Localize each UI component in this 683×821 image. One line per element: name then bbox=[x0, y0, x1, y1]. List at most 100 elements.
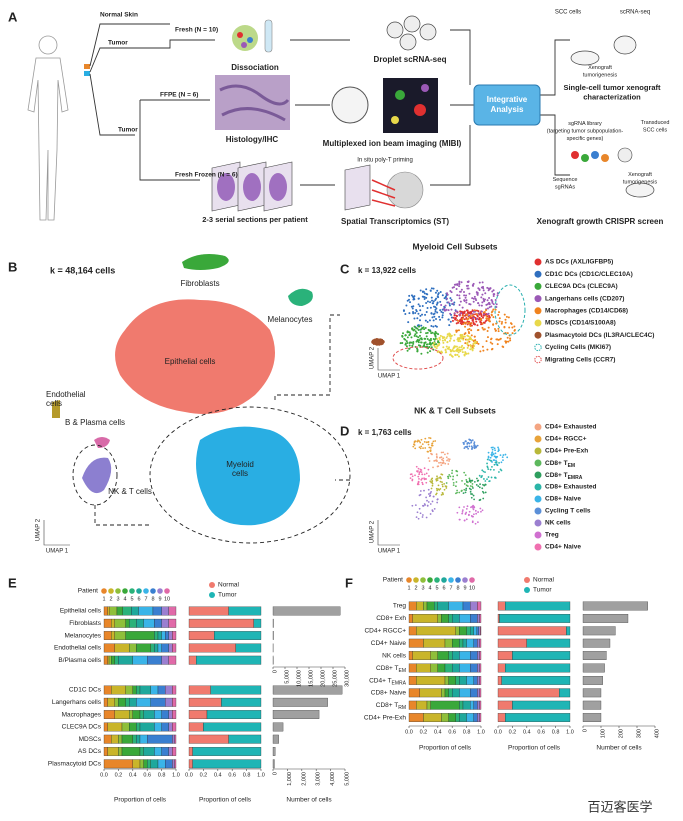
cell-dot bbox=[433, 508, 436, 510]
cell-dot bbox=[429, 350, 432, 353]
cell-dot bbox=[435, 478, 438, 481]
cell-dot bbox=[428, 342, 431, 345]
normal-segment bbox=[497, 713, 506, 722]
cell-dot bbox=[434, 346, 437, 349]
patient-segment bbox=[172, 631, 177, 640]
cell-dot bbox=[473, 335, 476, 338]
cell-dot bbox=[471, 448, 473, 450]
patient-segment bbox=[161, 606, 169, 616]
cell-dot bbox=[463, 310, 466, 313]
cell-dot bbox=[426, 351, 429, 354]
x-tick-label: 0.8 bbox=[158, 772, 166, 778]
cell-dot bbox=[463, 519, 466, 522]
cell-dot bbox=[475, 309, 478, 312]
patient-segment bbox=[479, 713, 482, 722]
cell-dot bbox=[492, 293, 495, 296]
axis-label: UMAP 1 bbox=[46, 549, 69, 555]
patient-segment bbox=[136, 618, 144, 628]
patient-segment bbox=[161, 722, 169, 732]
patient-segment bbox=[165, 631, 169, 640]
cell-dot bbox=[421, 443, 424, 446]
legend-swatch bbox=[534, 495, 542, 503]
patient-segment bbox=[103, 697, 108, 707]
cell-dot bbox=[427, 493, 430, 495]
cell-dot bbox=[436, 501, 439, 504]
cell-dot bbox=[490, 313, 493, 316]
normal-segment bbox=[497, 651, 513, 660]
cell-dot bbox=[464, 445, 467, 448]
row-label-sub: EMRA bbox=[392, 681, 407, 687]
cell-dot bbox=[504, 453, 507, 456]
sgrna-icons bbox=[571, 147, 633, 163]
x-tick-label: 1.0 bbox=[566, 729, 574, 735]
cell-dot bbox=[423, 328, 426, 331]
cell-dot bbox=[426, 307, 429, 310]
cell-dot bbox=[467, 335, 470, 338]
cell-dot bbox=[476, 292, 479, 295]
cell-dot bbox=[453, 301, 456, 304]
patient-swatch bbox=[427, 577, 433, 583]
cell-dot bbox=[467, 447, 470, 450]
cell-dot bbox=[458, 338, 461, 341]
patient-segment bbox=[114, 710, 130, 719]
patient-segment bbox=[132, 655, 148, 665]
cell-dot bbox=[414, 333, 417, 336]
cell-dot bbox=[418, 446, 421, 449]
cell-dot bbox=[424, 319, 427, 322]
cell-dot bbox=[430, 487, 433, 490]
cell-dot bbox=[419, 490, 422, 492]
patient-segment bbox=[154, 747, 162, 756]
cell-dot bbox=[498, 311, 501, 314]
patient-segment bbox=[168, 710, 173, 719]
cell-dot bbox=[495, 303, 498, 306]
cell-dot bbox=[491, 448, 494, 451]
patient-segment bbox=[459, 713, 467, 722]
cell-dot bbox=[465, 484, 468, 487]
cell-dot bbox=[411, 295, 414, 298]
cell-dot bbox=[472, 321, 475, 324]
x-tick-label: 0.8 bbox=[243, 772, 251, 778]
cell-dot bbox=[485, 309, 488, 312]
patient-segment bbox=[477, 688, 480, 698]
cell-dot bbox=[477, 342, 480, 345]
workflow-text: Fresh (N = 10) bbox=[175, 27, 218, 34]
cell-dot bbox=[423, 503, 426, 505]
cell-dot bbox=[491, 347, 494, 350]
patient-segment bbox=[477, 638, 480, 648]
cell-dot bbox=[465, 487, 468, 490]
legend-label: MDSCs (CD14/S100A8) bbox=[545, 320, 616, 327]
cell-dot bbox=[416, 511, 419, 514]
cell-dot bbox=[419, 331, 422, 334]
patient-segment bbox=[437, 663, 446, 673]
patient-segment bbox=[479, 663, 482, 673]
cell-dot bbox=[454, 317, 457, 320]
patient-segment bbox=[408, 676, 417, 685]
cell-dot bbox=[423, 292, 426, 295]
cell-dot bbox=[475, 320, 478, 323]
cell-dot bbox=[419, 441, 422, 444]
tumor-segment bbox=[221, 697, 262, 707]
cell-dot bbox=[439, 309, 442, 312]
axis-label: Number of cells bbox=[596, 745, 642, 752]
patient-segment bbox=[150, 685, 159, 695]
umap-cells bbox=[371, 280, 516, 525]
cell-dot bbox=[487, 451, 490, 454]
legend-swatch bbox=[534, 459, 542, 467]
workflow-text: Histology/IHC bbox=[226, 135, 279, 144]
normal-segment bbox=[188, 631, 215, 640]
cell-dot bbox=[406, 349, 409, 352]
patient-segment bbox=[103, 631, 112, 640]
cell-dot bbox=[429, 503, 432, 505]
patient-segment bbox=[430, 700, 460, 710]
patient-segment bbox=[408, 688, 420, 698]
legend-swatch bbox=[534, 519, 542, 527]
tumor-segment bbox=[228, 606, 262, 616]
cell-dot bbox=[444, 485, 447, 487]
normal-segment bbox=[497, 638, 527, 648]
cell-dot bbox=[434, 334, 437, 337]
cell-dot bbox=[441, 339, 444, 342]
row-label-main: CD8+ T bbox=[376, 665, 398, 672]
workflow-text-line: tumorigenesis bbox=[583, 73, 617, 79]
cell-dot bbox=[469, 336, 472, 339]
cell-dot bbox=[497, 446, 499, 449]
